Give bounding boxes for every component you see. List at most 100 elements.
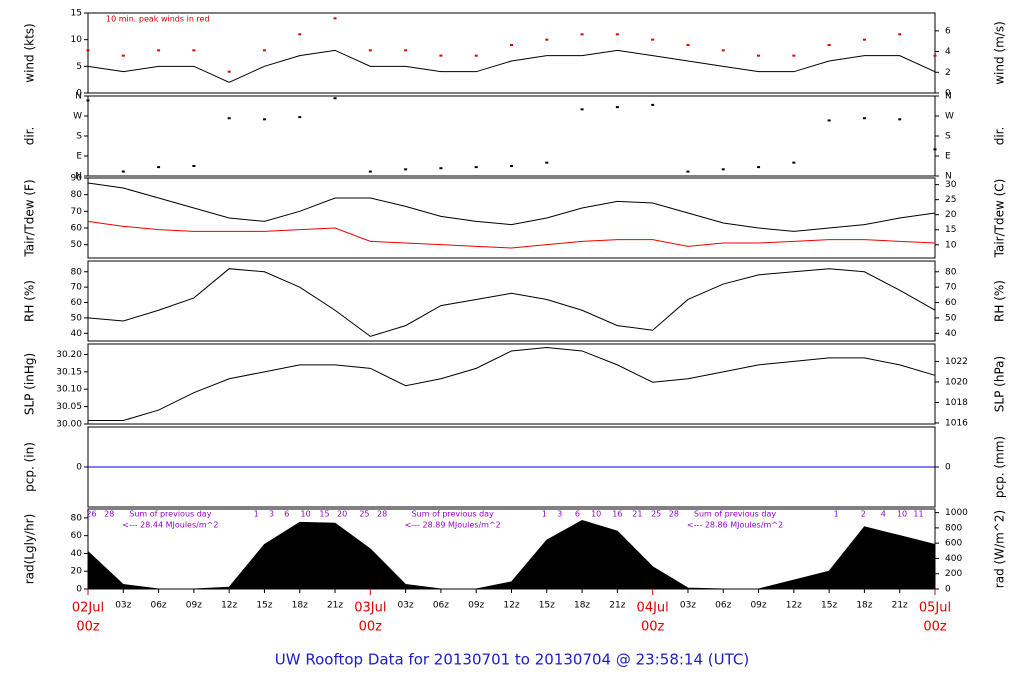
hour-mark: 20: [337, 510, 347, 519]
y-tick-label: 50: [71, 240, 83, 250]
data-point: [368, 170, 372, 173]
hour-mark: 25: [651, 510, 661, 519]
line: [87, 49, 936, 83]
y-tick-label: 80: [71, 190, 83, 200]
x-tick-label: 21z: [892, 601, 908, 611]
y-tick-label: 30.00: [56, 420, 82, 430]
y-tick-label: 30.15: [56, 367, 82, 377]
y2-tick-label: 80: [945, 267, 957, 277]
y-tick-label: 30.10: [56, 385, 82, 395]
y2-tick-label: 0: [945, 89, 951, 99]
hour-mark: 25: [359, 510, 369, 519]
x-tick-label: 15z: [821, 601, 837, 611]
y-tick-label: 70: [71, 207, 83, 217]
data-point: [474, 54, 478, 57]
x-tick-label: 03z: [115, 601, 131, 611]
y2-tick-label: 6: [945, 26, 951, 36]
hour-mark: 26: [86, 510, 96, 519]
data-point: [439, 167, 443, 170]
panel-frame: [87, 260, 936, 342]
y-tick-label: 60: [71, 531, 83, 541]
y-tick-label: 40: [71, 549, 83, 559]
panel-frame: [87, 95, 936, 177]
x-tick-label: 12z: [786, 601, 802, 611]
y2-tick-label: 600: [945, 539, 962, 549]
hour-mark: 11: [913, 510, 923, 519]
data-point: [615, 33, 619, 36]
y2-tick-label: S: [945, 132, 951, 142]
y-tick-label: E: [76, 152, 82, 162]
y-tick-label: 60: [71, 224, 83, 234]
y2-tick-label: 400: [945, 554, 962, 564]
line: [87, 268, 936, 337]
panel-frame: [87, 343, 936, 425]
panel-frame: [87, 177, 936, 259]
area: [87, 520, 936, 590]
hour-mark: 21: [632, 510, 642, 519]
hour-mark: 1: [254, 510, 259, 519]
line: [87, 220, 936, 249]
hour-mark: 1: [542, 510, 547, 519]
data-point: [933, 54, 937, 57]
y2-axis-label: pcp. (mm): [993, 436, 1007, 498]
data-point: [721, 168, 725, 171]
x-tick-label: 18z: [856, 601, 872, 611]
figure-title: UW Rooftop Data for 20130701 to 20130704…: [275, 651, 749, 669]
y2-tick-label: W: [945, 112, 954, 122]
hour-mark: 1: [834, 510, 839, 519]
hour-mark: 4: [881, 510, 886, 519]
data-point: [262, 118, 266, 121]
x-tick-label: 03z: [680, 601, 696, 611]
data-point: [721, 49, 725, 52]
data-point: [898, 33, 902, 36]
data-point: [686, 170, 690, 173]
y2-tick-label: N: [945, 92, 952, 102]
y2-tick-label: 40: [945, 329, 957, 339]
data-point: [474, 166, 478, 169]
y-tick-label: 0: [76, 585, 82, 595]
hour-mark: 16: [612, 510, 622, 519]
data-point: [933, 148, 937, 151]
y2-tick-label: 1000: [945, 508, 968, 518]
y2-axis-label: wind (m/s): [993, 21, 1007, 85]
data-point: [545, 161, 549, 164]
data-point: [651, 38, 655, 41]
x-tick-label: 21z: [327, 601, 343, 611]
day-sublabel: 00z: [359, 620, 383, 635]
sum-value: <--- 28.86 MJoules/m^2: [687, 521, 783, 530]
data-point: [404, 168, 408, 171]
sum-label: Sum of previous day: [694, 510, 776, 519]
day-sublabel: 00z: [923, 620, 947, 635]
x-tick-label: 18z: [574, 601, 590, 611]
day-label: 03Jul: [354, 601, 386, 616]
y-tick-label: 20: [71, 567, 83, 577]
y-tick-label: 80: [71, 513, 83, 523]
y-axis-label: wind (kts): [23, 23, 37, 82]
y2-tick-label: 0: [945, 463, 951, 473]
y-tick-label: N: [75, 92, 82, 102]
data-point: [404, 49, 408, 52]
y2-axis-label: Tair/Tdew (C): [993, 179, 1007, 259]
hour-mark: 2: [861, 510, 866, 519]
y2-tick-label: 50: [945, 313, 957, 323]
x-tick-label: 15z: [256, 601, 272, 611]
data-point: [157, 49, 161, 52]
data-point: [298, 33, 302, 36]
day-label: 04Jul: [637, 601, 669, 616]
data-point: [262, 49, 266, 52]
y-axis-label: dir.: [23, 127, 37, 146]
sum-value: <--- 28.44 MJoules/m^2: [122, 521, 218, 530]
y-tick-label: 15: [71, 9, 82, 19]
y-tick-label: N: [75, 172, 82, 182]
y-tick-label: 60: [71, 298, 83, 308]
data-point: [792, 161, 796, 164]
data-point: [333, 17, 337, 20]
y2-tick-label: 4: [945, 47, 951, 57]
data-point: [368, 49, 372, 52]
y2-tick-label: 1016: [945, 418, 968, 428]
x-tick-label: 03z: [398, 601, 414, 611]
hour-mark: 10: [591, 510, 601, 519]
day-label: 02Jul: [72, 601, 104, 616]
y-tick-label: 30.05: [56, 402, 82, 412]
hour-mark: 28: [104, 510, 114, 519]
